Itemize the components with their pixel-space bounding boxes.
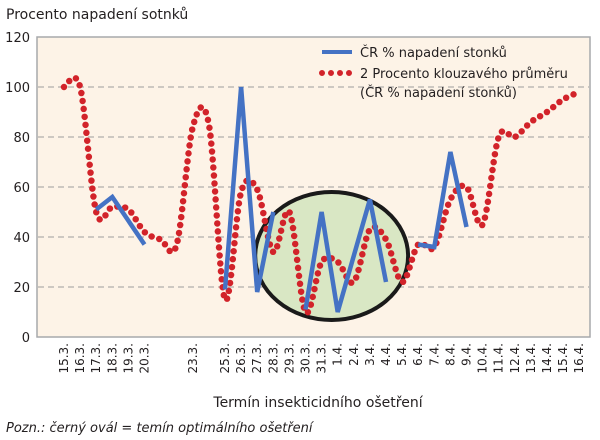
x-tick-label: 7.4. xyxy=(427,343,441,366)
y-tick-label: 20 xyxy=(13,281,30,296)
x-tick-label: 15.3. xyxy=(57,343,71,374)
x-tick-label: 17.3. xyxy=(89,343,103,374)
y-tick-label: 0 xyxy=(22,331,30,346)
series-group xyxy=(60,74,583,317)
x-tick-label: 29.3. xyxy=(282,343,296,374)
y-tick-label: 120 xyxy=(5,31,30,46)
x-tick-label: 30.3. xyxy=(299,343,313,374)
x-tick-label: 9.4. xyxy=(460,343,474,366)
x-tick-label: 1.4. xyxy=(331,343,345,366)
x-tick-label: 14.4. xyxy=(540,343,554,374)
legend-label-1: ČR % napadení stonků xyxy=(360,45,507,61)
y-tick-label: 80 xyxy=(13,131,30,146)
x-tick-label: 19.3. xyxy=(121,343,135,374)
x-tick-label: 3.4. xyxy=(363,343,377,366)
y-tick-labels: 0 20 40 60 80 100 120 xyxy=(5,31,30,346)
x-tick-label: 11.4. xyxy=(492,343,506,374)
x-tick-label: 5.4. xyxy=(395,343,409,366)
x-tick-label: 2.4. xyxy=(347,343,361,366)
x-tick-label: 4.4. xyxy=(379,343,393,366)
series-infestation-line xyxy=(417,151,469,250)
legend-label-2: 2 Procento klouzavého průměru xyxy=(360,67,568,82)
x-tick-label: 20.3. xyxy=(138,343,152,374)
x-tick-label: 26.3. xyxy=(234,343,248,374)
x-tick-label: 27.3. xyxy=(250,343,264,374)
x-axis-title: Termín insekticidního ošetření xyxy=(212,395,423,411)
legend: ČR % napadení stonků 2 Procento klouzavé… xyxy=(319,45,568,101)
x-tick-label: 18.3. xyxy=(105,343,119,374)
x-tick-label: 12.4. xyxy=(508,343,522,374)
legend-label-2b: (ČR % napadení stonků) xyxy=(360,85,517,101)
series-infestation-line xyxy=(222,86,276,293)
y-tick-label: 40 xyxy=(13,231,30,246)
x-tick-label: 15.4. xyxy=(556,343,570,374)
y-tick-label: 60 xyxy=(13,181,30,196)
x-tick-labels: 15.3. 16.3. 17.3. 18.3. 19.3. 20.3. 23.3. 25.3.… xyxy=(57,343,586,374)
chart-note: Pozn.: černý ovál = temín optimálního oš… xyxy=(6,421,315,436)
x-tick-label: 23.3. xyxy=(186,343,200,374)
x-tick-label: 13.4. xyxy=(524,343,538,374)
x-tick-label: 6.4. xyxy=(411,343,425,366)
x-tick-label: 25.3. xyxy=(218,343,232,374)
series-infestation-line xyxy=(303,198,389,313)
series-moving-average-line xyxy=(60,74,583,317)
x-tick-label: 8.4. xyxy=(443,343,457,366)
x-tick-label: 16.4. xyxy=(572,343,586,374)
y-tick-label: 100 xyxy=(5,81,30,96)
x-tick-label: 28.3. xyxy=(266,343,280,374)
series-infestation-line xyxy=(94,193,147,246)
y-axis-title: Procento napadení sotnků xyxy=(6,7,188,23)
x-tick-label: 16.3. xyxy=(73,343,87,374)
x-tick-label: 10.4. xyxy=(476,343,490,374)
x-tick-label: 31.3. xyxy=(315,343,329,374)
